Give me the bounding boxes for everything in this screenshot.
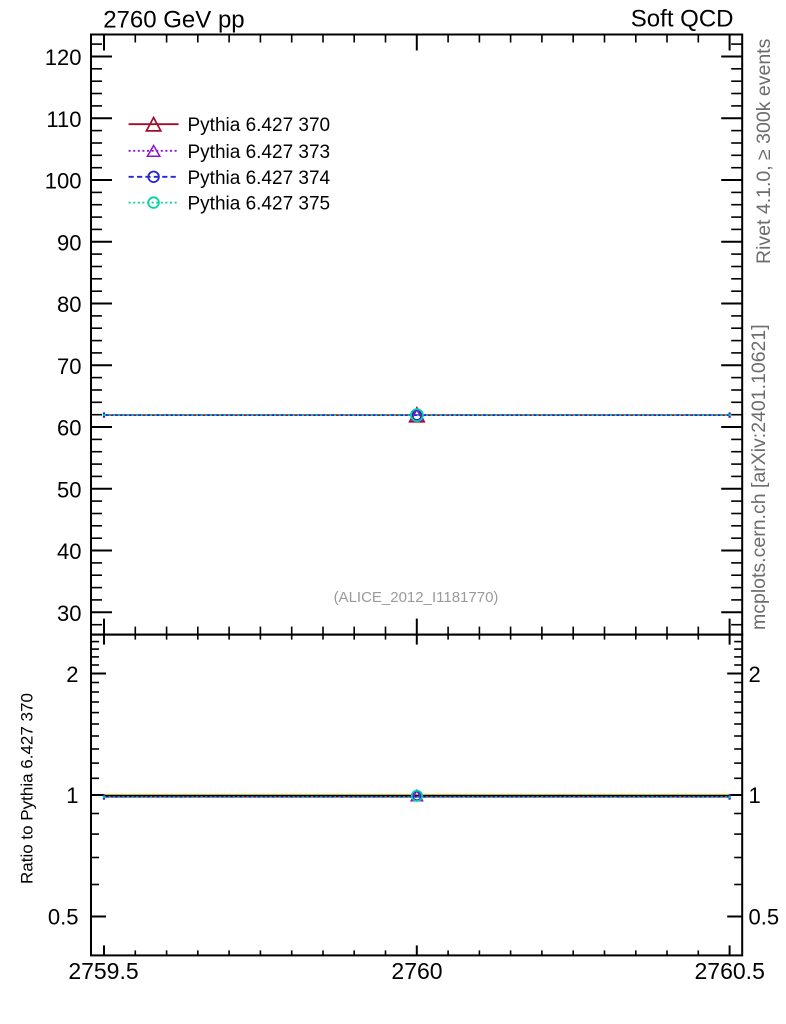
- svg-text:2: 2: [66, 662, 78, 687]
- svg-text:(ALICE_2012_I1181770): (ALICE_2012_I1181770): [334, 589, 499, 606]
- svg-text:30: 30: [57, 601, 81, 626]
- svg-text:Pythia 6.427 374: Pythia 6.427 374: [188, 168, 331, 189]
- svg-text:Pythia 6.427 373: Pythia 6.427 373: [188, 142, 331, 163]
- svg-text:Pythia 6.427 370: Pythia 6.427 370: [188, 115, 331, 136]
- svg-text:50: 50: [57, 477, 81, 502]
- svg-text:0.5: 0.5: [749, 905, 780, 930]
- svg-text:2759.5: 2759.5: [68, 958, 138, 984]
- svg-text:2760 GeV pp: 2760 GeV pp: [103, 7, 244, 34]
- svg-text:2760: 2760: [391, 958, 442, 984]
- svg-text:90: 90: [57, 230, 81, 255]
- svg-text:mcplots.cern.ch [arXiv:2401.10: mcplots.cern.ch [arXiv:2401.10621]: [748, 324, 770, 630]
- svg-text:2: 2: [749, 662, 761, 687]
- svg-text:Soft QCD: Soft QCD: [631, 6, 734, 33]
- svg-text:Ratio to Pythia 6.427 370: Ratio to Pythia 6.427 370: [18, 693, 37, 884]
- svg-text:100: 100: [45, 169, 82, 194]
- svg-text:80: 80: [57, 292, 81, 317]
- svg-text:120: 120: [45, 45, 82, 70]
- svg-text:110: 110: [46, 107, 81, 132]
- svg-text:Rivet 4.1.0, ≥ 300k events: Rivet 4.1.0, ≥ 300k events: [753, 38, 775, 264]
- svg-text:Pythia 6.427 375: Pythia 6.427 375: [188, 194, 331, 215]
- svg-text:40: 40: [57, 539, 81, 564]
- svg-text:0.5: 0.5: [48, 905, 79, 930]
- svg-text:70: 70: [57, 354, 81, 379]
- svg-text:1: 1: [749, 783, 761, 808]
- svg-text:2760.5: 2760.5: [695, 958, 765, 984]
- svg-text:60: 60: [57, 416, 81, 441]
- svg-text:1: 1: [66, 783, 78, 808]
